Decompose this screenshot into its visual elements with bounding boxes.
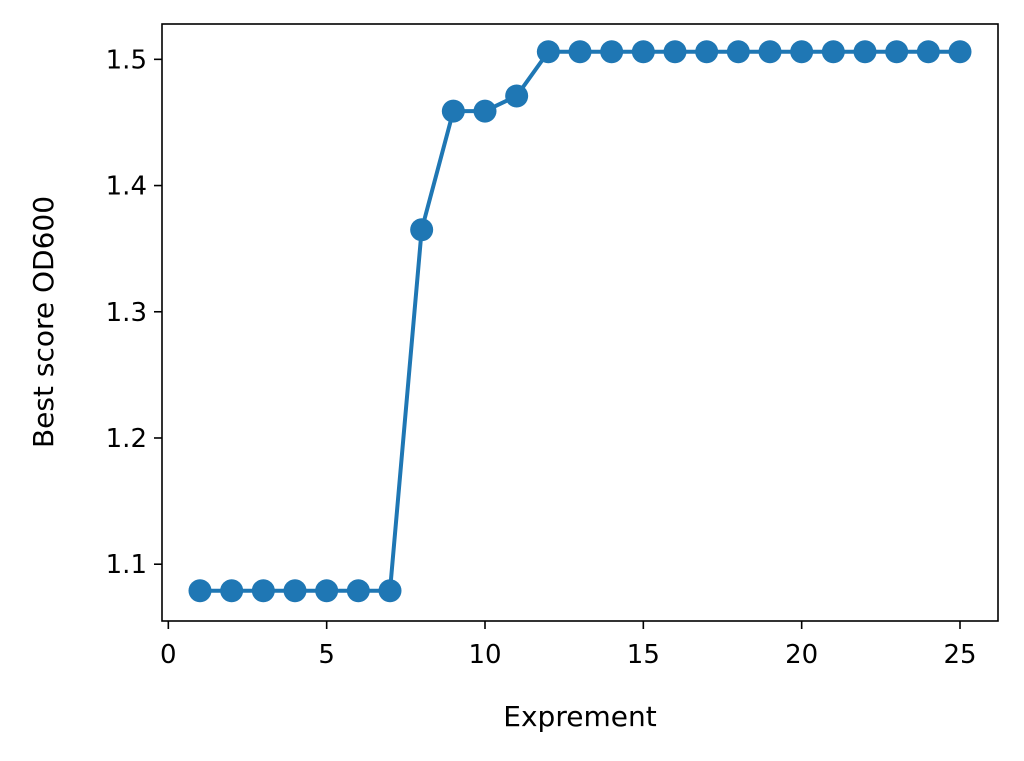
x-tick-label: 5 bbox=[318, 640, 335, 670]
x-tick-label: 10 bbox=[468, 640, 501, 670]
data-point bbox=[758, 40, 782, 64]
series-layer bbox=[188, 40, 972, 603]
y-tick-label: 1.5 bbox=[106, 45, 147, 75]
data-point bbox=[188, 579, 212, 603]
data-point bbox=[410, 218, 434, 242]
x-tick-label: 25 bbox=[943, 640, 976, 670]
y-tick-label: 1.1 bbox=[106, 550, 147, 580]
data-point bbox=[695, 40, 719, 64]
data-point bbox=[378, 579, 402, 603]
axes-frame bbox=[161, 23, 999, 622]
data-point bbox=[853, 40, 877, 64]
data-point bbox=[568, 40, 592, 64]
x-axis-label: Exprement bbox=[503, 700, 656, 733]
data-point bbox=[821, 40, 845, 64]
y-axis: 1.1 1.2 1.3 1.4 1.5 bbox=[106, 45, 162, 580]
data-point bbox=[346, 579, 370, 603]
data-point bbox=[441, 99, 465, 123]
data-point bbox=[536, 40, 560, 64]
data-point bbox=[663, 40, 687, 64]
data-point bbox=[473, 99, 497, 123]
data-point bbox=[220, 579, 244, 603]
y-axis-label: Best score OD600 bbox=[27, 196, 60, 448]
data-point bbox=[726, 40, 750, 64]
data-point bbox=[916, 40, 940, 64]
data-point bbox=[600, 40, 624, 64]
x-tick-label: 15 bbox=[627, 640, 660, 670]
y-tick-label: 1.2 bbox=[106, 424, 147, 454]
series-line bbox=[200, 49, 960, 593]
data-point bbox=[251, 579, 275, 603]
data-point bbox=[631, 40, 655, 64]
x-tick-label: 20 bbox=[785, 640, 818, 670]
data-point bbox=[283, 579, 307, 603]
data-point bbox=[315, 579, 339, 603]
x-axis: 0 5 10 15 20 25 bbox=[160, 621, 977, 670]
y-tick-label: 1.4 bbox=[106, 172, 147, 202]
y-tick-label: 1.3 bbox=[106, 298, 147, 328]
x-tick-label: 0 bbox=[160, 640, 177, 670]
data-point bbox=[885, 40, 909, 64]
data-point bbox=[790, 40, 814, 64]
data-point bbox=[948, 40, 972, 64]
data-point bbox=[505, 84, 529, 108]
